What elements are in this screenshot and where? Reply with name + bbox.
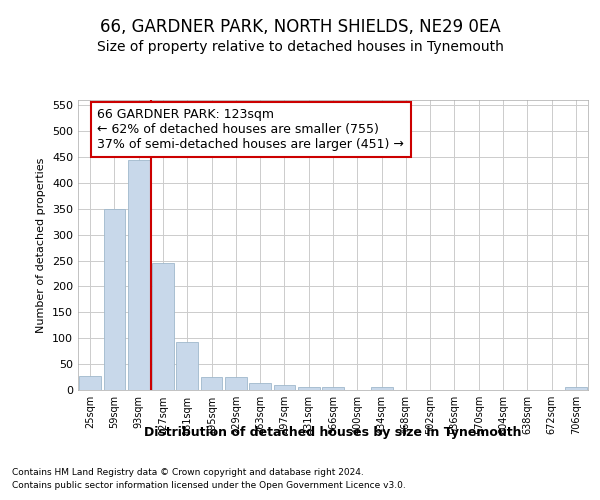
Bar	[79, 376, 101, 390]
Bar	[322, 388, 344, 390]
Bar	[200, 376, 223, 390]
Text: Distribution of detached houses by size in Tynemouth: Distribution of detached houses by size …	[144, 426, 522, 439]
Bar	[152, 263, 174, 390]
Bar	[104, 209, 125, 390]
Y-axis label: Number of detached properties: Number of detached properties	[37, 158, 46, 332]
Bar	[371, 388, 392, 390]
Bar	[225, 377, 247, 390]
Bar	[274, 385, 295, 390]
Bar	[128, 160, 149, 390]
Text: Contains HM Land Registry data © Crown copyright and database right 2024.: Contains HM Land Registry data © Crown c…	[12, 468, 364, 477]
Bar	[565, 388, 587, 390]
Text: Contains public sector information licensed under the Open Government Licence v3: Contains public sector information licen…	[12, 482, 406, 490]
Bar	[249, 384, 271, 390]
Bar	[176, 342, 198, 390]
Bar	[298, 387, 320, 390]
Text: 66 GARDNER PARK: 123sqm
← 62% of detached houses are smaller (755)
37% of semi-d: 66 GARDNER PARK: 123sqm ← 62% of detache…	[97, 108, 404, 151]
Text: 66, GARDNER PARK, NORTH SHIELDS, NE29 0EA: 66, GARDNER PARK, NORTH SHIELDS, NE29 0E…	[100, 18, 500, 36]
Text: Size of property relative to detached houses in Tynemouth: Size of property relative to detached ho…	[97, 40, 503, 54]
